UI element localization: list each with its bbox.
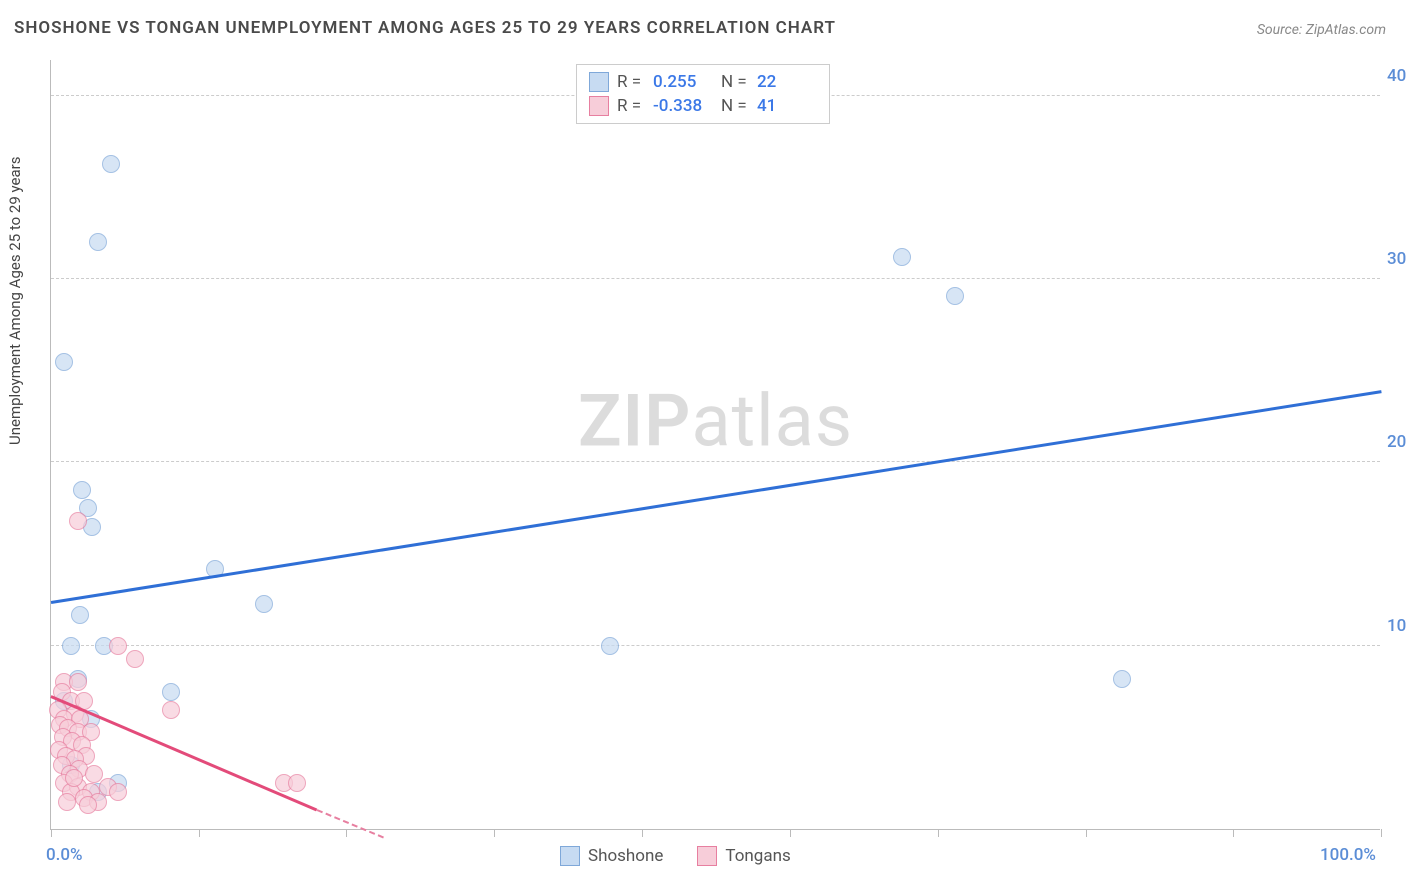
x-tick: [642, 829, 643, 837]
r-label: R =: [617, 94, 645, 118]
data-point: [601, 637, 619, 655]
data-point: [162, 683, 180, 701]
legend-series: Shoshone Tongans: [560, 846, 791, 866]
y-tick-label: 30.0%: [1387, 249, 1406, 269]
data-point: [89, 233, 107, 251]
plot-area: ZIPatlas 10.0%20.0%30.0%40.0%: [50, 60, 1380, 830]
x-tick: [790, 829, 791, 837]
data-point: [79, 796, 97, 814]
data-point: [85, 765, 103, 783]
source-label: Source: ZipAtlas.com: [1257, 22, 1386, 38]
r-label: R =: [617, 70, 645, 94]
watermark: ZIPatlas: [578, 379, 853, 464]
y-tick-label: 40.0%: [1387, 66, 1406, 86]
legend-item: Tongans: [697, 846, 790, 866]
r-value: -0.338: [653, 94, 713, 118]
x-tick: [1381, 829, 1382, 837]
gridline: [51, 278, 1380, 279]
legend-swatch: [589, 72, 609, 92]
legend-swatch: [589, 96, 609, 116]
x-tick: [1086, 829, 1087, 837]
legend-correlation: R = 0.255 N = 22 R = -0.338 N = 41: [576, 64, 830, 124]
x-tick: [1233, 829, 1234, 837]
data-point: [69, 512, 87, 530]
data-point: [162, 701, 180, 719]
x-tick-label: 0.0%: [46, 845, 83, 865]
chart-title: SHOSHONE VS TONGAN UNEMPLOYMENT AMONG AG…: [14, 18, 836, 38]
y-tick-label: 10.0%: [1387, 616, 1406, 636]
y-axis-label: Unemployment Among Ages 25 to 29 years: [6, 157, 24, 445]
x-tick-label: 100.0%: [1320, 845, 1376, 865]
trendline: [51, 390, 1381, 603]
data-point: [71, 606, 89, 624]
data-point: [946, 287, 964, 305]
legend-swatch: [697, 846, 717, 866]
data-point: [62, 637, 80, 655]
data-point: [69, 673, 87, 691]
data-point: [55, 353, 73, 371]
data-point: [1113, 670, 1131, 688]
data-point: [58, 793, 76, 811]
data-point: [109, 783, 127, 801]
n-label: N =: [721, 94, 749, 118]
legend-label: Shoshone: [588, 846, 663, 866]
data-point: [109, 637, 127, 655]
data-point: [126, 650, 144, 668]
data-point: [288, 774, 306, 792]
n-label: N =: [721, 70, 749, 94]
n-value: 41: [757, 94, 817, 118]
n-value: 22: [757, 70, 817, 94]
data-point: [893, 248, 911, 266]
gridline: [51, 461, 1380, 462]
x-tick: [346, 829, 347, 837]
legend-swatch: [560, 846, 580, 866]
legend-label: Tongans: [725, 846, 790, 866]
x-tick: [51, 829, 52, 837]
data-point: [73, 481, 91, 499]
x-tick: [494, 829, 495, 837]
x-tick: [199, 829, 200, 837]
legend-item: Shoshone: [560, 846, 663, 866]
x-tick: [938, 829, 939, 837]
r-value: 0.255: [653, 70, 713, 94]
data-point: [65, 769, 83, 787]
legend-row: R = 0.255 N = 22: [589, 70, 817, 94]
y-tick-label: 20.0%: [1387, 432, 1406, 452]
legend-row: R = -0.338 N = 41: [589, 94, 817, 118]
trendline: [317, 809, 384, 838]
data-point: [255, 595, 273, 613]
chart-container: SHOSHONE VS TONGAN UNEMPLOYMENT AMONG AG…: [0, 0, 1406, 892]
gridline: [51, 645, 1380, 646]
data-point: [102, 155, 120, 173]
